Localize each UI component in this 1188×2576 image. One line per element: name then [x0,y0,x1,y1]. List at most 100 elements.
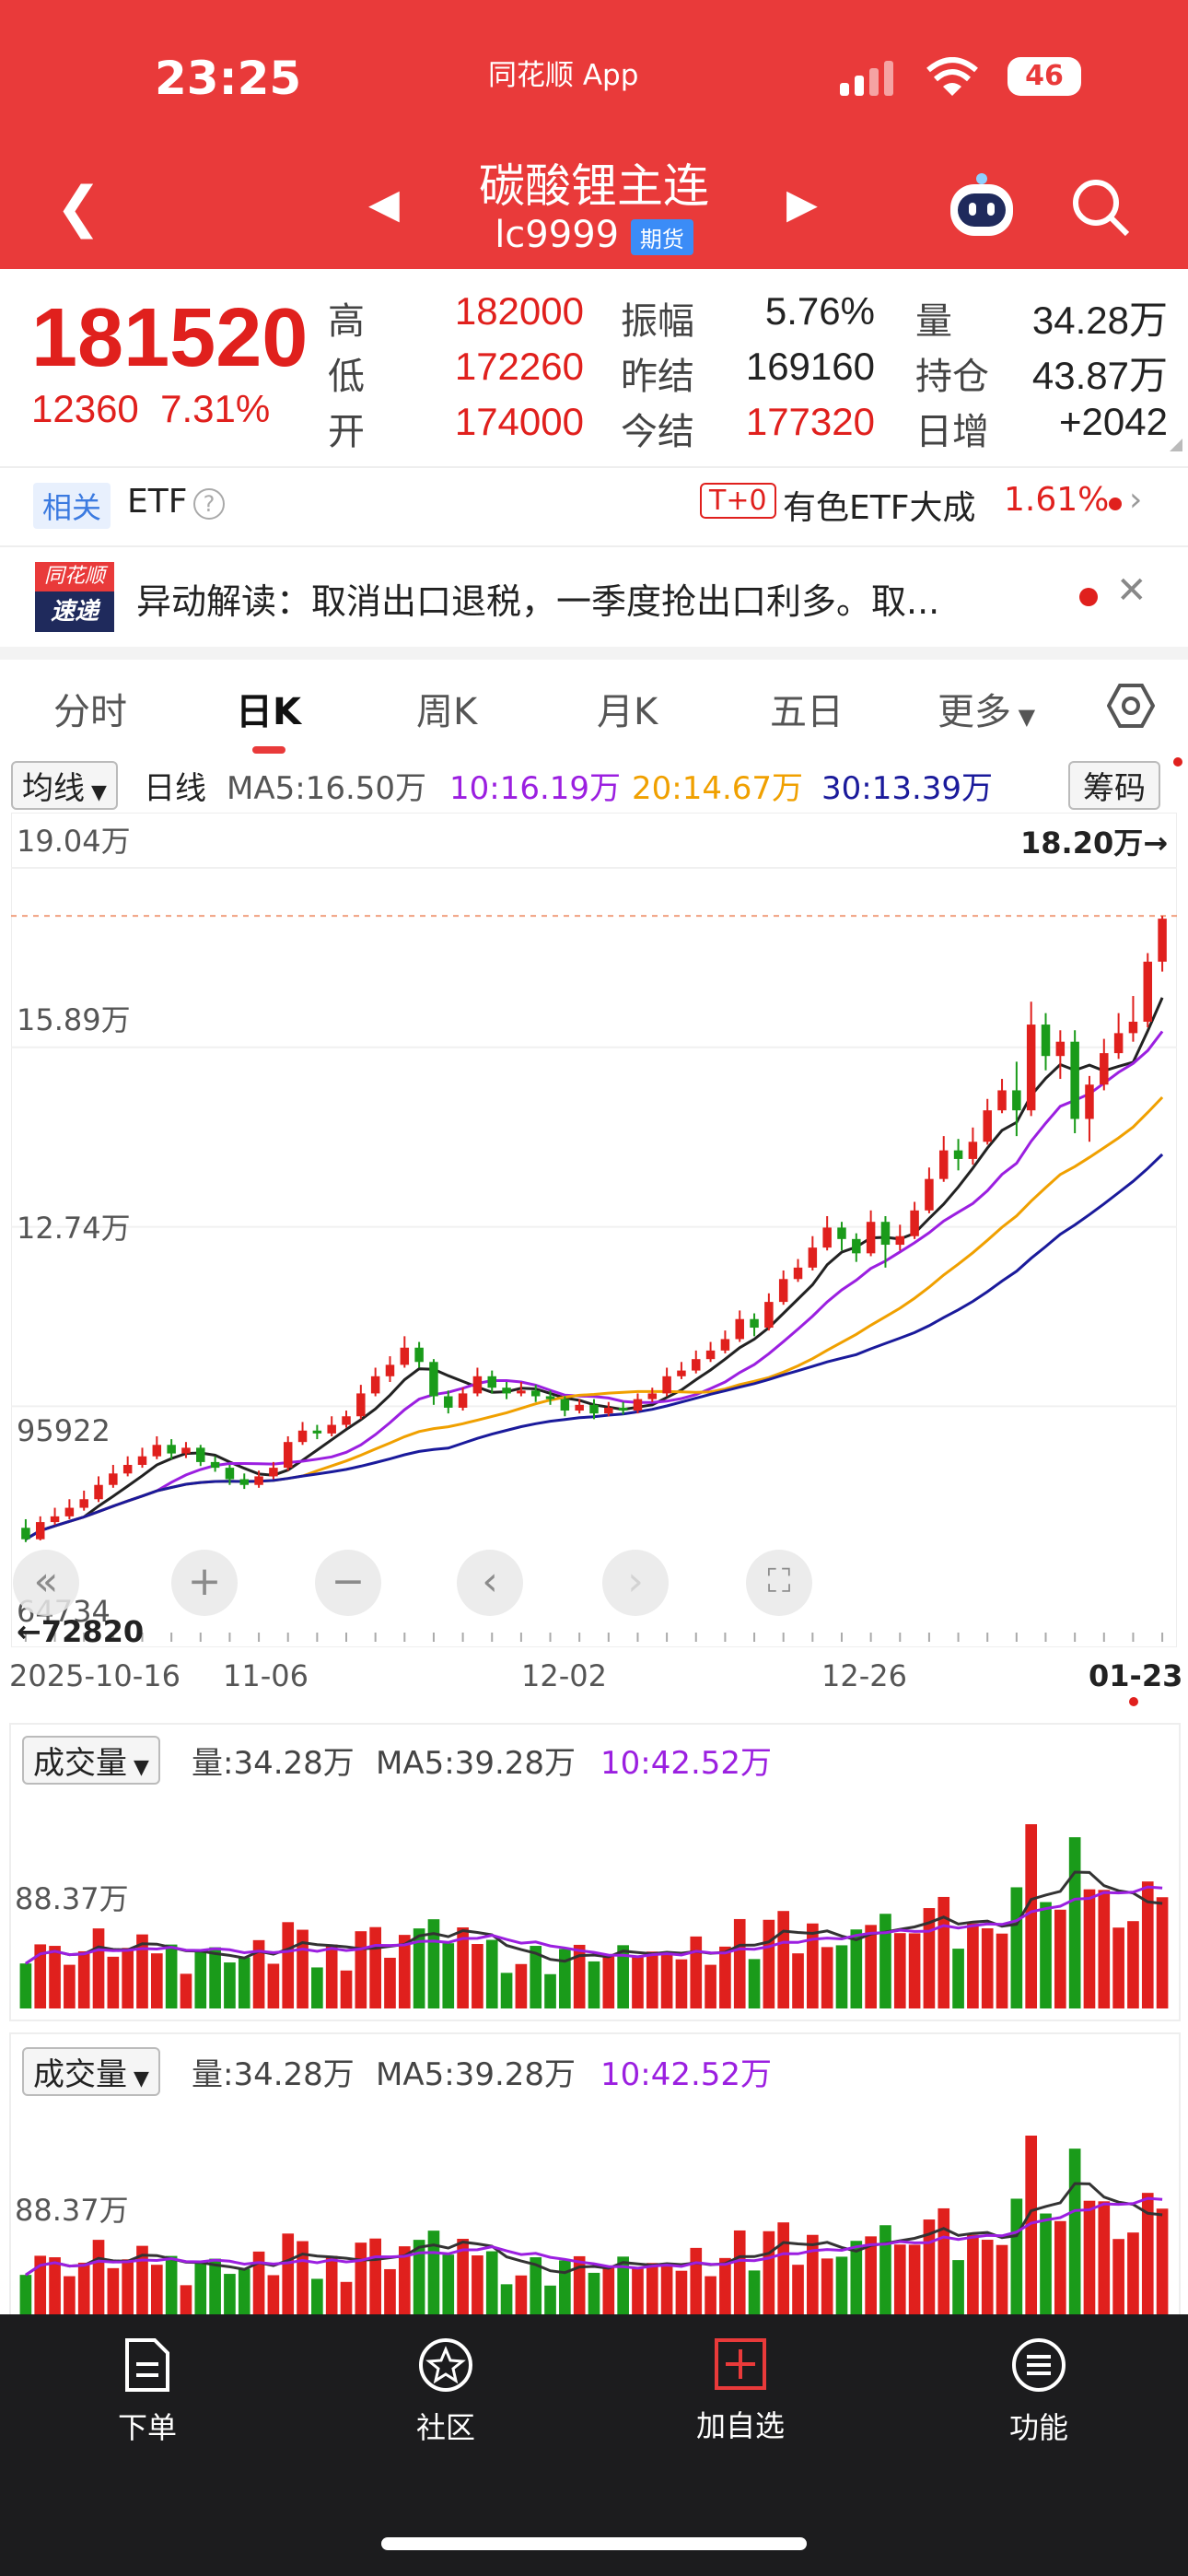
candle [1041,1025,1051,1057]
min-price-marker: ←72820 [17,1614,145,1649]
volume-bar [472,2255,483,2320]
volume-bar [835,1945,848,2008]
tab-more[interactable]: 更多 ▼ [938,682,1035,735]
volume-bar [981,2240,994,2320]
tab-weekly-k[interactable]: 周K [416,691,478,733]
volume-y-label: 88.37万 [15,1881,129,1916]
volume-bar [748,2270,761,2320]
expand-corner-icon[interactable] [1170,439,1182,451]
change-amount: 12360 [31,387,139,430]
search-icon[interactable] [1070,177,1131,238]
volume-bar [879,1914,891,2008]
chips-button[interactable]: 筹码 [1068,761,1160,810]
help-icon[interactable]: ? [193,488,225,520]
etf-name[interactable]: 有色ETF大成 [783,489,976,527]
volume-bar [209,2258,221,2320]
ma-selector-label: 均线 [22,770,85,807]
volume-bar [398,1935,411,2008]
volume-selector[interactable]: 成交量 ▼ [22,2047,160,2096]
volume-bar [748,1959,761,2008]
candle [327,1424,336,1434]
candle [1100,1053,1109,1085]
chevron-right-icon[interactable]: › [1129,481,1143,519]
volume-bar [573,2255,586,2320]
status-app-name[interactable]: 同花顺 App [488,59,639,92]
candle [109,1473,118,1485]
dropdown-icon: ▼ [85,781,107,804]
dropdown-icon: ▼ [1011,704,1036,730]
candlestick-chart[interactable] [11,813,1177,1647]
volume-bar [807,2234,819,2320]
candle [604,1407,613,1414]
zoom-in-icon[interactable]: + [171,1550,238,1616]
tab-intraday[interactable]: 分时 [53,691,127,733]
news-badge-icon: 同花顺 速递 [35,562,114,632]
candle [750,1318,759,1329]
label-amplitude: 振幅 [621,300,694,343]
volume-bar [588,2272,600,2320]
candle [254,1476,263,1485]
candle [94,1484,103,1500]
ma20-value: 20:14.67万 [632,770,804,807]
volume-bar [938,1896,950,2008]
tab-daily-k[interactable]: 日K [236,691,301,733]
prev-contract-icon[interactable]: ◀ [368,181,400,228]
volume-bar [136,2245,148,2320]
t0-badge: T+0 [700,483,776,519]
tab-five-day[interactable]: 五日 [770,691,844,733]
collapse-left-icon[interactable]: « [13,1550,79,1616]
functions-button[interactable]: 功能 [947,2336,1131,2447]
volume-bar [807,1923,819,2008]
section-gap [0,647,1188,660]
close-icon[interactable]: ✕ [1116,569,1147,612]
ma-selector[interactable]: 均线 ▼ [11,761,118,810]
pan-left-icon[interactable]: ‹ [457,1550,523,1616]
volume-bar [1068,2149,1081,2320]
add-watchlist-button[interactable]: 加自选 [648,2336,833,2445]
volume-bar [835,2256,848,2320]
candle [837,1227,846,1239]
candle [720,1339,730,1351]
volume-bar [122,1948,134,2008]
zoom-out-icon[interactable]: − [315,1550,381,1616]
next-contract-icon[interactable]: ▶ [786,181,818,228]
related-etf[interactable]: ETF [127,483,188,521]
candle [662,1376,671,1394]
tab-monthly-k[interactable]: 月K [597,691,658,733]
volume-bars-chart[interactable] [11,2090,1177,2327]
order-button[interactable]: 下单 [55,2336,239,2447]
etf-percent: 1.61% [1004,481,1110,519]
back-icon[interactable]: ❮ [55,175,102,240]
settings-hexagon-icon[interactable] [1107,682,1155,730]
candle [181,1447,191,1454]
fullscreen-icon[interactable]: ⛶ [746,1550,812,1616]
volume-bar [719,1946,731,2008]
home-indicator[interactable] [381,2537,807,2550]
volume-ma5: MA5:39.28万 [376,2056,577,2093]
volume-bar [675,1959,688,2008]
candle [764,1302,774,1329]
app-header: 23:25 同花顺 App 46 ❮ ◀ 碳酸锂主连 lc9999 期货 ▶ [0,0,1188,269]
volume-bar [209,1947,221,2008]
x-axis-label: 2025-10-16 [9,1658,181,1693]
robot-assistant-icon[interactable] [943,171,1020,245]
volume-selector-label: 成交量 [33,2056,127,2093]
x-axis-label: 01-23 [1089,1658,1183,1693]
active-tab-indicator [252,746,285,754]
volume-bar [150,2265,163,2320]
volume-bar [879,2225,891,2320]
community-button[interactable]: 社区 [354,2336,538,2447]
volume-bars-chart[interactable] [11,1778,1177,2016]
contract-code: lc9999 [495,214,620,256]
volume-bar [821,2258,833,2320]
news-headline[interactable]: 异动解读：取消出口退税，一季度抢出口利多。取... [136,581,940,622]
x-axis-label: 12-26 [821,1658,907,1693]
volume-bar [1010,2198,1023,2320]
candle [983,1110,992,1142]
candle [137,1456,147,1466]
candle [1143,961,1153,1022]
volume-bar [34,1944,47,2008]
candle [530,1390,541,1397]
volume-selector[interactable]: 成交量 ▼ [22,1736,160,1785]
pan-right-icon[interactable]: › [602,1550,669,1616]
